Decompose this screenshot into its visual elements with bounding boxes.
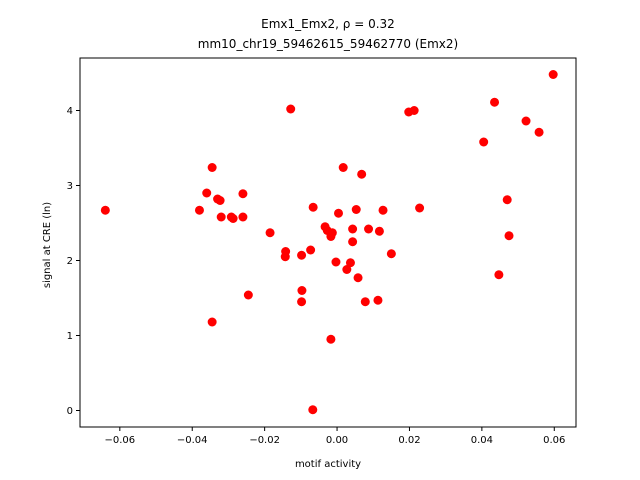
x-tick-label: 0.02 (398, 435, 420, 446)
y-axis-ticks: 0 1 2 3 4 (67, 106, 80, 417)
data-point (338, 163, 348, 172)
data-point (286, 104, 296, 114)
data-point (490, 97, 500, 107)
x-axis-label: motif activity (295, 459, 361, 470)
y-axis-label: signal at CRE (ln) (42, 202, 53, 288)
data-point (327, 228, 337, 238)
data-point (228, 214, 238, 223)
data-point (378, 205, 388, 215)
data-point (479, 137, 489, 147)
y-tick-label: 3 (67, 181, 73, 192)
data-point (353, 273, 363, 283)
data-point (374, 226, 384, 236)
data-point (297, 250, 307, 260)
plot-frame (79, 57, 577, 428)
data-point (331, 257, 341, 267)
data-point (415, 203, 425, 213)
data-point (342, 265, 352, 274)
data-point (238, 189, 248, 199)
x-tick-label: −0.02 (249, 435, 280, 446)
data-point (409, 106, 419, 115)
x-tick-label: −0.06 (104, 435, 135, 446)
data-point (308, 405, 318, 415)
y-tick-label: 1 (67, 331, 73, 342)
chart-title-line1: Emx1_Emx2, ρ = 0.32 (261, 17, 395, 31)
data-point (357, 169, 367, 179)
x-axis-ticks: −0.06 −0.04 −0.02 0.00 0.02 0.04 0.06 (104, 427, 565, 446)
data-point (504, 231, 514, 241)
data-point (326, 334, 336, 344)
data-point (521, 116, 531, 126)
data-point (297, 297, 307, 307)
data-point (334, 208, 343, 218)
data-point (345, 258, 355, 268)
data-point (215, 196, 225, 205)
data-point (502, 195, 512, 205)
chart-title-line2: mm10_chr19_59462615_59462770 (Emx2) (198, 37, 458, 51)
data-point (348, 237, 358, 247)
x-tick-label: 0.04 (471, 435, 493, 446)
data-point (534, 127, 544, 137)
x-tick-label: 0.00 (326, 435, 348, 446)
data-point (494, 270, 504, 280)
data-point (348, 224, 358, 234)
data-point (238, 212, 248, 222)
data-point (297, 286, 307, 295)
x-tick-label: 0.06 (543, 435, 565, 446)
y-tick-label: 0 (67, 406, 73, 417)
data-point (202, 188, 212, 198)
data-point (364, 224, 374, 234)
data-point (100, 205, 110, 215)
data-point (351, 205, 361, 214)
data-point (194, 205, 204, 215)
data-point (216, 212, 226, 222)
data-point (280, 252, 290, 262)
data-point (306, 245, 316, 255)
data-point (360, 297, 370, 307)
data-point (373, 295, 383, 305)
data-point (548, 70, 558, 79)
data-point (308, 202, 318, 212)
data-point (265, 228, 275, 238)
plot-area (100, 70, 558, 415)
x-tick-label: −0.04 (177, 435, 208, 446)
y-tick-label: 2 (67, 256, 73, 267)
y-tick-label: 4 (67, 106, 73, 117)
data-point (243, 290, 253, 300)
data-point (207, 317, 217, 327)
data-point (207, 163, 217, 172)
data-point (386, 249, 396, 259)
